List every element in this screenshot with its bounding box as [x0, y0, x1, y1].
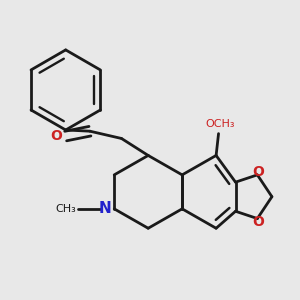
Text: OCH₃: OCH₃	[205, 119, 235, 129]
Text: O: O	[252, 165, 264, 179]
Text: CH₃: CH₃	[56, 204, 76, 214]
Text: O: O	[51, 129, 62, 143]
Text: O: O	[252, 214, 264, 229]
Text: N: N	[99, 201, 112, 216]
